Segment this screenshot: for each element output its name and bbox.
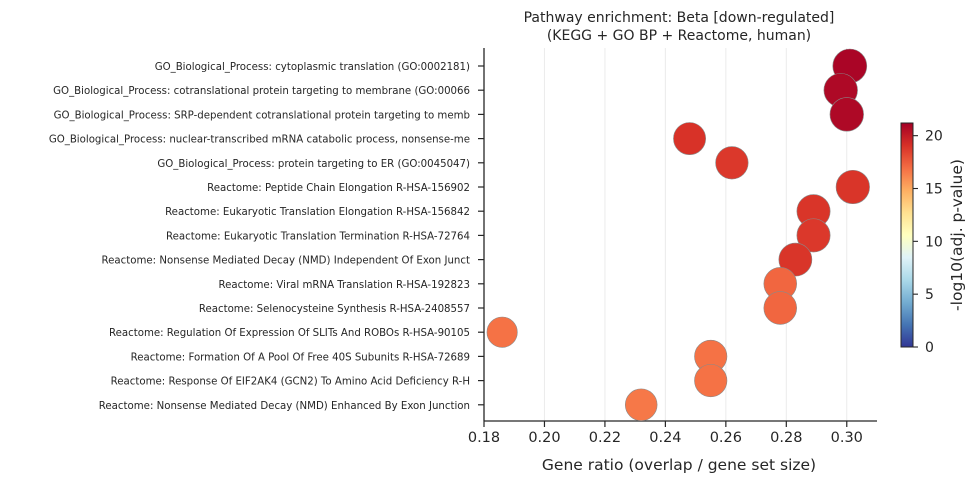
axes xyxy=(478,48,877,427)
colorbar-tick-label: 5 xyxy=(925,287,934,303)
x-tick-label: 0.24 xyxy=(649,430,681,446)
x-tick-label: 0.30 xyxy=(831,430,863,446)
category-label: GO_Biological_Process: cotranslational p… xyxy=(53,86,470,97)
chart-title: Pathway enrichment: Beta [down-regulated… xyxy=(524,10,835,26)
colorbar-gradient xyxy=(900,122,914,348)
category-label: Reactome: Nonsense Mediated Decay (NMD) … xyxy=(102,256,470,267)
category-label: Reactome: Regulation Of Expression Of SL… xyxy=(109,328,470,339)
x-tick-label: 0.26 xyxy=(710,430,742,446)
data-point xyxy=(835,169,870,205)
data-point xyxy=(763,291,797,325)
category-label: GO_Biological_Process: nuclear-transcrib… xyxy=(49,135,470,146)
data-point xyxy=(624,388,658,422)
colorbar: 0 5 10 15 20 -log10(adj. p-value) xyxy=(900,122,966,356)
category-label: Reactome: Response Of EIF2AK4 (GCN2) To … xyxy=(111,377,470,388)
category-label: Reactome: Eukaryotic Translation Termina… xyxy=(166,231,470,242)
colorbar-tick-label: 20 xyxy=(925,129,943,145)
category-label: Reactome: Peptide Chain Elongation R-HSA… xyxy=(207,183,470,194)
chart-subtitle: (KEGG + GO BP + Reactome, human) xyxy=(547,28,811,44)
x-tick-label: 0.22 xyxy=(589,430,621,446)
category-label: GO_Biological_Process: cytoplasmic trans… xyxy=(155,62,470,73)
x-tick-label: 0.20 xyxy=(528,430,560,446)
category-label: Reactome: Eukaryotic Translation Elongat… xyxy=(165,207,470,218)
colorbar-tick-label: 0 xyxy=(925,340,934,356)
gridlines xyxy=(483,48,848,421)
x-tick-labels: 0.18 0.20 0.22 0.24 0.26 0.28 0.30 xyxy=(468,430,863,446)
data-points xyxy=(486,48,870,422)
data-point xyxy=(486,316,518,348)
x-tick-label: 0.28 xyxy=(770,430,802,446)
data-point xyxy=(778,242,813,277)
category-label: Reactome: Selenocysteine Synthesis R-HSA… xyxy=(199,304,470,315)
x-axis-label: Gene ratio (overlap / gene set size) xyxy=(542,456,816,474)
data-point xyxy=(796,218,831,253)
category-label: Reactome: Viral mRNA Translation R-HSA-1… xyxy=(219,280,470,291)
data-point xyxy=(694,364,728,398)
colorbar-label: -log10(adj. p-value) xyxy=(948,159,966,311)
data-point xyxy=(673,122,706,156)
x-tick-label: 0.18 xyxy=(468,430,500,446)
colorbar-tick-label: 10 xyxy=(925,234,943,250)
category-label: Reactome: Nonsense Mediated Decay (NMD) … xyxy=(99,401,470,412)
category-label: Reactome: Formation Of A Pool Of Free 40… xyxy=(131,352,470,363)
data-point xyxy=(715,146,749,180)
category-label: GO_Biological_Process: SRP-dependent cot… xyxy=(54,110,470,121)
data-point xyxy=(829,97,864,132)
category-labels: GO_Biological_Process: cytoplasmic trans… xyxy=(49,62,470,412)
category-label: GO_Biological_Process: protein targeting… xyxy=(157,159,470,170)
colorbar-tick-label: 15 xyxy=(925,182,943,198)
